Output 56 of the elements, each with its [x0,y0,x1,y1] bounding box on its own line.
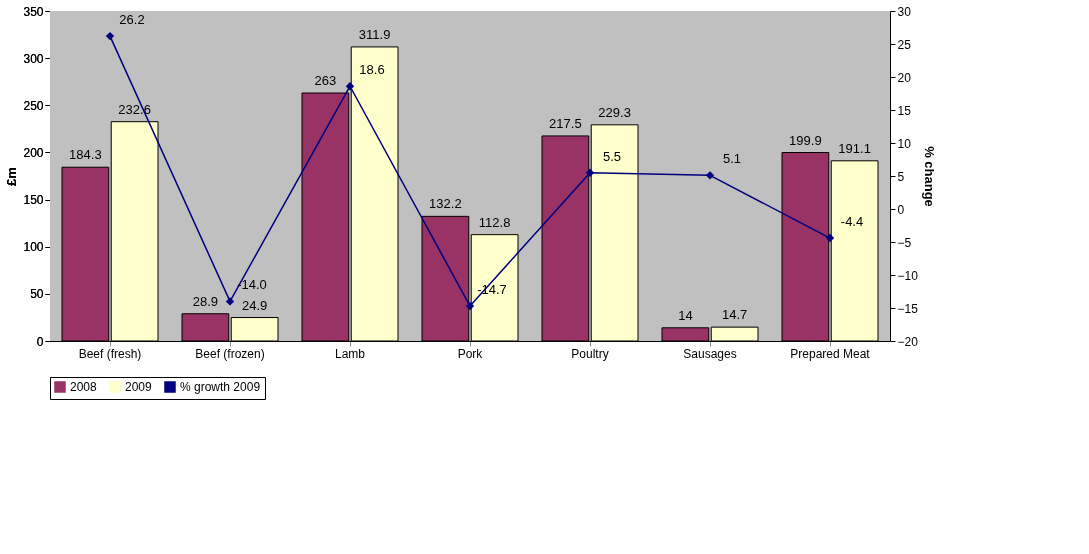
data-label: 5.1 [722,151,742,167]
point [345,82,355,91]
data-label: 132.2 [429,196,462,212]
legend-label: 2009 [125,380,153,394]
data-label: 263 [314,73,337,89]
x-tick-label: Beef (frozen) [195,346,265,361]
point [105,31,115,41]
legend-label: % growth 2009 [180,380,261,394]
y2-tick-label: 0 [897,202,905,217]
y-axis-title: £m [4,167,20,186]
data-label: 184.3 [69,147,102,163]
y2-tick-label: −5 [897,235,912,250]
legend-label: 2008 [70,380,98,394]
y2-tick-label: −10 [897,268,919,283]
x-tick-label: Pork [457,346,484,361]
y2-tick-label: −15 [897,301,919,316]
data-label: 5.5 [602,148,622,164]
data-label: 311.9 [358,26,391,42]
y-tick-label: 50 [30,287,44,302]
x-tick-label: Sausages [683,346,737,361]
y-tick-label: 200 [23,145,44,160]
x-tick-label: Lamb [334,346,366,361]
y2-tick-label: 5 [897,169,905,184]
point [225,297,235,306]
y2-tick-label: 25 [897,37,912,52]
point [705,171,715,180]
x-tick-label: Poultry [571,346,609,361]
data-label: 191.1 [838,140,871,156]
data-label: 199.9 [789,132,822,148]
data-label: 26.2 [119,12,145,28]
x-tick-label: Prepared Meat [790,346,871,361]
data-label: 112.8 [478,214,511,230]
data-label: -4.4 [840,214,864,230]
data-label: 217.5 [549,115,582,131]
y-tick-label: 100 [23,240,44,255]
y2-tick-label: 10 [897,136,912,151]
data-label: 229.3 [598,104,631,120]
data-label: 18.6 [359,62,385,78]
y-tick-label: 250 [23,98,44,113]
y2-axis-title: % change [921,146,937,207]
data-label: 28.9 [192,293,219,309]
point [465,301,475,311]
y2-tick-label: 15 [897,103,912,118]
y2-tick-label: 30 [897,4,912,19]
y-tick-label: 350 [23,4,44,19]
data-label: 24.9 [241,297,268,313]
x-tick-label: Beef (fresh) [78,346,142,361]
y-tick-label: 150 [23,193,44,208]
data-label: 14 [678,307,693,323]
data-label: 14.7 [721,307,748,323]
point [585,168,595,177]
y2-tick-label: −20 [897,334,919,349]
y-tick-label: 300 [23,51,44,66]
point [825,233,835,243]
y2-tick-label: 20 [897,70,912,85]
y-tick-label: 0 [36,334,44,349]
